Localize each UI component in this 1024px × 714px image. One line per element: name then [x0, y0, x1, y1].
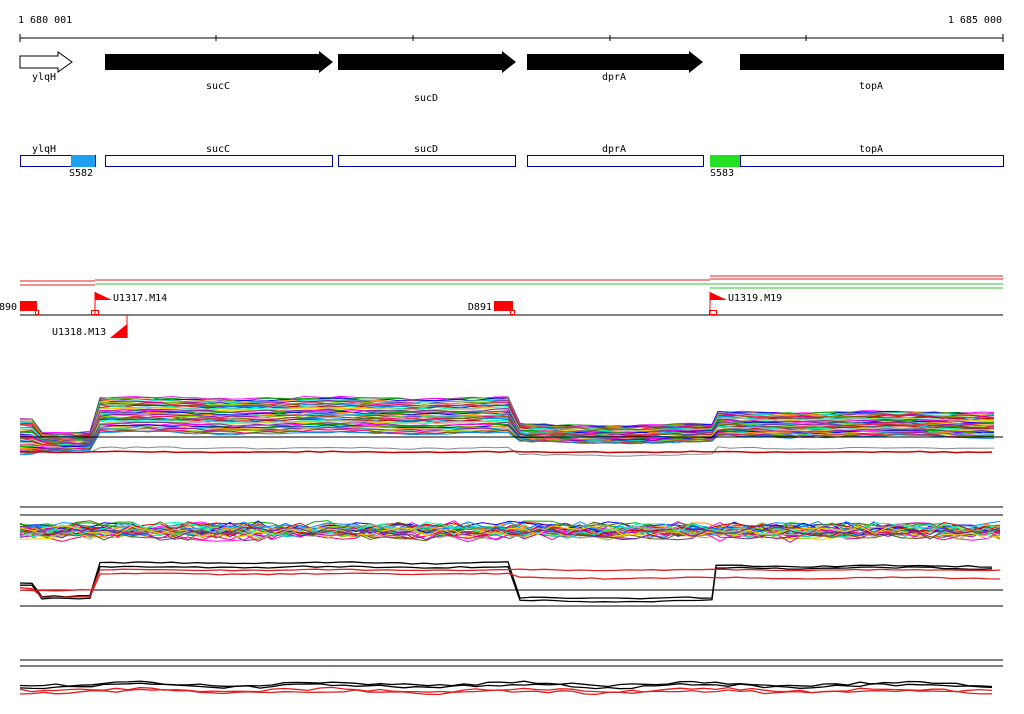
ruler-start-label: 1 680 001	[18, 15, 72, 26]
gene-arrow-sucD[interactable]	[338, 51, 516, 73]
tu-label-ylqH: ylqH	[32, 144, 56, 155]
profile-trace-red	[19, 572, 1001, 599]
tu-label-sucC: sucC	[206, 144, 230, 155]
promoter-label-890: 890	[0, 302, 17, 313]
segment-label-S583: S583	[710, 168, 734, 179]
promoter-site-U1319	[709, 310, 717, 315]
profile-trace	[19, 425, 995, 450]
profile-trace	[19, 446, 995, 457]
coverage-summary-track	[20, 275, 1003, 289]
ruler-end-label: 1 685 000	[948, 15, 1002, 26]
profile-trace	[19, 430, 995, 456]
profile-trace	[19, 416, 995, 445]
profile-trace	[19, 524, 1001, 541]
profile-trace	[19, 522, 1001, 539]
expression-profile-track-b	[19, 506, 1003, 543]
profile-trace	[19, 525, 1001, 539]
promoter-site-890	[35, 310, 39, 315]
segment-box-S582[interactable]	[71, 155, 95, 167]
tu-label-topA: topA	[859, 144, 883, 155]
promoter-site-D891	[510, 310, 515, 315]
profile-trace	[19, 521, 1001, 537]
gene-track: ylqH sucC sucD dprA topA	[19, 51, 1004, 104]
profile-trace	[20, 396, 995, 435]
promoter-box-D891[interactable]	[494, 301, 513, 311]
tu-label-dprA: dprA	[602, 144, 626, 155]
profile-trace	[19, 428, 995, 453]
segment-box-S583[interactable]	[710, 155, 740, 167]
promoter-label-U1317: U1317.M14	[113, 293, 167, 304]
segment-label-S582: S582	[69, 168, 93, 179]
promoter-site-U1317	[91, 310, 99, 315]
tu-box-dprA[interactable]	[527, 155, 704, 167]
profile-trace-red	[19, 688, 993, 696]
tu-box-sucC[interactable]	[105, 155, 333, 167]
profile-trace-red	[19, 450, 993, 454]
profile-trace	[19, 413, 995, 443]
tu-box-sucD[interactable]	[338, 155, 516, 167]
promoter-flag-U1319[interactable]	[710, 292, 727, 300]
profile-trace	[19, 410, 995, 442]
gene-label-sucD: sucD	[414, 93, 438, 104]
gene-label-topA: topA	[859, 81, 883, 92]
expression-profile-track-c	[19, 561, 1003, 607]
profile-trace	[19, 406, 995, 440]
tu-label-sucD: sucD	[414, 144, 438, 155]
profile-trace	[19, 525, 1001, 541]
promoter-label-U1318: U1318.M13	[52, 327, 106, 338]
expression-profile-track-a	[19, 395, 1003, 457]
profile-trace-red	[19, 568, 1001, 592]
gene-label-dprA: dprA	[602, 72, 626, 83]
tu-box-ylqH[interactable]	[20, 155, 96, 167]
transcription-unit-track: ylqH S582 sucC sucD dprA S583 topA	[20, 144, 1004, 179]
promoter-box-890[interactable]	[20, 301, 37, 311]
gene-arrow-topA[interactable]	[740, 54, 1004, 70]
gene-arrow-sucC[interactable]	[105, 51, 333, 73]
profile-trace	[19, 408, 995, 440]
gene-arrow-dprA[interactable]	[527, 51, 703, 73]
promoter-flag-U1317[interactable]	[95, 292, 112, 300]
tu-box-topA[interactable]	[740, 155, 1004, 167]
profile-trace-black	[19, 561, 992, 600]
coordinate-ruler: 1 680 001 1 685 000	[18, 15, 1004, 42]
expression-profile-track-d	[19, 659, 1003, 696]
promoter-track: 890 U1317.M14 U1318.M13 D891 U1319.M19	[0, 292, 1003, 338]
promoter-label-D891: D891	[468, 302, 492, 313]
profile-trace	[19, 526, 1001, 542]
profile-trace	[19, 419, 995, 447]
gene-arrow-ylqH[interactable]	[19, 51, 73, 73]
profile-trace-black	[20, 565, 993, 603]
profile-trace	[19, 520, 1001, 536]
gene-label-sucC: sucC	[206, 81, 230, 92]
profile-trace-black	[19, 682, 993, 690]
promoter-label-U1319: U1319.M19	[728, 293, 782, 304]
gene-label-ylqH: ylqH	[32, 72, 56, 83]
promoter-flag-U1318[interactable]	[110, 324, 127, 338]
